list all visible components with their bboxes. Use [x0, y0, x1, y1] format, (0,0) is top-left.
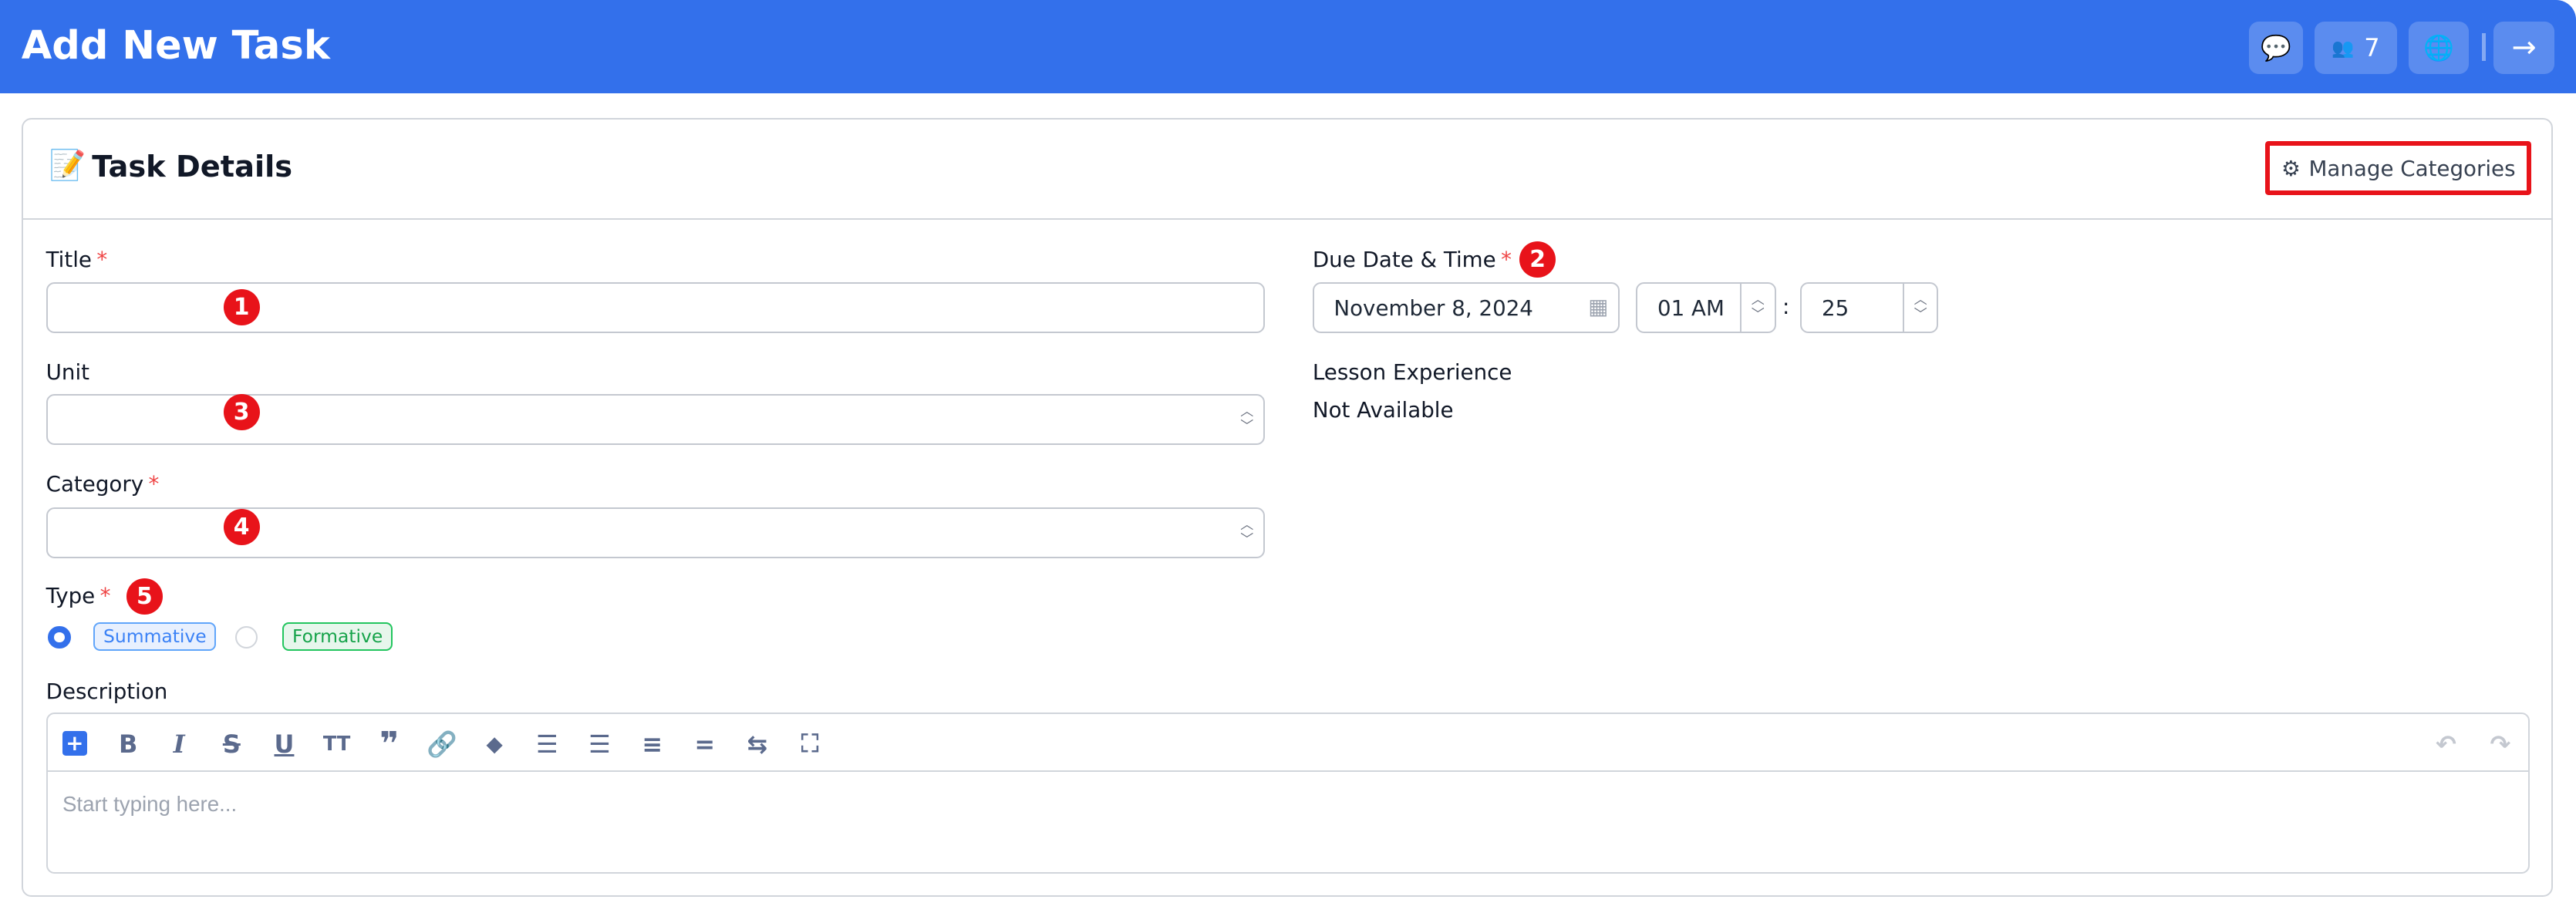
lesson-experience-label: Lesson Experience: [1312, 359, 1512, 386]
align-icon[interactable]: ≡: [642, 729, 663, 759]
category-label: Category *: [46, 471, 160, 497]
highlight-icon[interactable]: ◆: [486, 731, 503, 757]
insert-icon[interactable]: +: [62, 730, 87, 756]
chevron-updown-icon: ︿ ﹀: [1902, 284, 1937, 332]
link-icon[interactable]: 🔗: [427, 729, 457, 759]
arrow-right-icon: →: [2511, 30, 2537, 66]
description-label: Description: [46, 678, 168, 704]
chevron-updown-icon: ︿ ﹀: [1240, 404, 1254, 435]
description-placeholder[interactable]: Start typing here...: [62, 791, 238, 816]
unit-label: Unit: [46, 359, 89, 386]
participants-count: 7: [2364, 32, 2380, 62]
task-details-card: [21, 118, 2554, 897]
undo-icon[interactable]: ↶: [2436, 729, 2456, 759]
italic-icon[interactable]: I: [173, 729, 185, 759]
formative-badge[interactable]: Formative: [282, 622, 393, 651]
hour-select[interactable]: 01 AM ︿ ﹀: [1636, 282, 1776, 334]
type-label: Type *: [46, 583, 111, 609]
minute-select[interactable]: 25 ︿ ﹀: [1800, 282, 1939, 334]
chat-icon: 💬: [2261, 32, 2291, 62]
chat-button[interactable]: 💬: [2248, 21, 2304, 74]
participants-button[interactable]: 👥 7: [2315, 21, 2397, 74]
toolbar-divider: [47, 770, 2529, 773]
quote-icon[interactable]: ❞: [379, 724, 400, 763]
manage-categories-button[interactable]: ⚙ Manage Categories: [2265, 141, 2532, 196]
gear-icon: ⚙: [2281, 155, 2301, 181]
summative-badge[interactable]: Summative: [93, 622, 217, 651]
due-date-input[interactable]: November 8, 2024 ▦: [1312, 282, 1620, 334]
page-title: Add New Task: [21, 22, 330, 69]
annotation-marker: 3: [223, 394, 260, 431]
title-label: Title *: [46, 246, 108, 272]
calendar-icon[interactable]: ▦: [1588, 294, 1609, 320]
annotation-marker: 1: [223, 288, 260, 325]
divider: [2482, 32, 2486, 61]
numbered-list-icon[interactable]: ☰: [588, 729, 611, 759]
annotation-marker: 2: [1519, 241, 1556, 278]
font-size-icon[interactable]: TT: [322, 732, 351, 756]
time-separator: :: [1782, 294, 1790, 320]
due-date-label: Due Date & Time *: [1312, 246, 1512, 272]
chevron-updown-icon: ︿ ﹀: [1739, 284, 1775, 332]
annotation-marker: 5: [126, 578, 163, 615]
underline-icon[interactable]: U: [274, 729, 295, 759]
card-divider: [21, 218, 2554, 221]
card-title: Task Details: [92, 149, 293, 184]
horizontal-rule-icon[interactable]: =: [694, 729, 716, 759]
memo-icon: 📝: [49, 147, 86, 183]
exit-button[interactable]: →: [2493, 21, 2555, 74]
formative-radio[interactable]: [234, 625, 258, 649]
fullscreen-icon[interactable]: ⛶: [801, 729, 819, 759]
chevron-updown-icon: ︿ ﹀: [1240, 517, 1254, 548]
bullet-list-icon[interactable]: ☰: [535, 729, 558, 759]
redo-icon[interactable]: ↷: [2490, 729, 2511, 759]
indent-icon[interactable]: ⇆: [747, 729, 768, 759]
annotation-marker: 4: [223, 509, 260, 546]
description-editor: [46, 713, 2530, 874]
top-bar: [0, 0, 2576, 94]
bold-icon[interactable]: B: [118, 729, 138, 759]
manage-categories-label: Manage Categories: [2308, 155, 2516, 181]
globe-icon: 🌐: [2423, 32, 2454, 62]
summative-radio[interactable]: [47, 625, 71, 649]
strikethrough-icon[interactable]: S: [222, 729, 241, 759]
users-icon: 👥: [2332, 36, 2355, 59]
language-button[interactable]: 🌐: [2408, 21, 2470, 74]
lesson-experience-value: Not Available: [1312, 397, 1454, 423]
